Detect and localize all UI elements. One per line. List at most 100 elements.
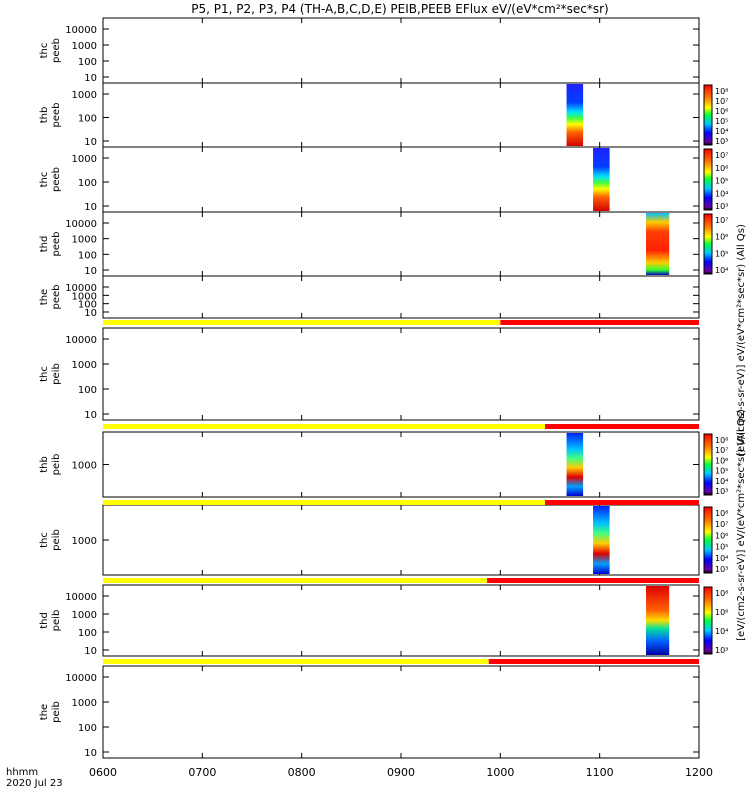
y-tick-label: 1000 bbox=[72, 698, 97, 709]
spectrogram-block bbox=[566, 433, 584, 496]
y-tick-label: 10000 bbox=[65, 283, 97, 294]
panel-probe-label: thc bbox=[39, 532, 50, 548]
mode-bar-fast bbox=[545, 424, 699, 429]
mode-bar-fast bbox=[488, 659, 699, 664]
panel-product-label: peeb bbox=[51, 232, 62, 257]
colorbar bbox=[703, 148, 713, 211]
y-tick-label: 100 bbox=[78, 57, 97, 68]
colorbar-tick-label: 10⁴ bbox=[715, 554, 728, 563]
mode-bar-slow bbox=[103, 578, 488, 583]
colorbar bbox=[703, 586, 713, 655]
y-tick-label: 10 bbox=[84, 646, 97, 657]
mode-bar-fast bbox=[500, 320, 699, 325]
y-tick-label: 100 bbox=[78, 250, 97, 261]
x-axis-label-date: 2020 Jul 23 bbox=[6, 778, 63, 789]
colorbar-tick-label: 10⁴ bbox=[715, 266, 728, 275]
mode-bar-slow bbox=[103, 659, 489, 664]
colorbar-tick-label: 10³ bbox=[715, 202, 728, 211]
panel-probe-label: thc bbox=[39, 172, 50, 188]
panel-frame bbox=[102, 584, 700, 657]
colorbar-tick-label: 10⁵ bbox=[715, 117, 728, 126]
y-tick-label: 1000 bbox=[72, 536, 97, 547]
panel-frame bbox=[102, 211, 700, 277]
y-tick-label: 10000 bbox=[65, 25, 97, 36]
colorbar-tick-label: 10⁴ bbox=[715, 127, 728, 136]
colorbar-tick-label: 10⁷ bbox=[715, 151, 728, 160]
y-tick-label: 1000 bbox=[72, 360, 97, 371]
panel-product-label: peeb bbox=[51, 167, 62, 192]
y-tick-label: 100 bbox=[78, 178, 97, 189]
y-tick-label: 10 bbox=[84, 410, 97, 421]
colorbar-tick-label: 10⁸ bbox=[715, 589, 728, 598]
colorbar-tick-label: 10⁴ bbox=[715, 627, 728, 636]
colorbar-tick-label: 10⁶ bbox=[715, 608, 728, 617]
colorbar-label-electrons: [eV/(cm2-s-sr-eV)] eV/(eV*cm²*sec*sr) (A… bbox=[736, 224, 747, 456]
colorbar-tick-label: 10⁶ bbox=[715, 107, 728, 116]
y-tick-label: 100 bbox=[78, 723, 97, 734]
colorbar-tick-label: 10⁸ bbox=[715, 509, 728, 518]
y-tick-label: 10 bbox=[84, 137, 97, 148]
mode-bar-slow bbox=[103, 500, 546, 505]
panel-probe-label: thd bbox=[39, 236, 50, 253]
x-tick-label: 1000 bbox=[486, 766, 514, 779]
panel-probe-label: thc bbox=[39, 43, 50, 59]
y-tick-label: 10000 bbox=[65, 673, 97, 684]
colorbar bbox=[703, 433, 713, 496]
panel-frame bbox=[102, 17, 700, 84]
x-tick-label: 0800 bbox=[288, 766, 316, 779]
panel-product-label: peeb bbox=[51, 285, 62, 310]
y-tick-label: 1000 bbox=[72, 461, 97, 472]
x-axis-label-hhmm: hhmm bbox=[6, 767, 38, 778]
colorbar-label-ions: [eV/(cm2-s-sr-eV)] eV/(eV*cm²*sec*sr) (A… bbox=[736, 409, 747, 641]
figure-title: P5, P1, P2, P3, P4 (TH-A,B,C,D,E) PEIB,P… bbox=[191, 2, 608, 16]
colorbar-tick-label: 10³ bbox=[715, 646, 728, 655]
panel-thc-peeb: thc peeb 1000 100 10 10⁷ 10⁶ 10⁵ 10⁴ 10³ bbox=[39, 146, 728, 213]
spectrogram-block bbox=[646, 586, 670, 655]
mode-bar-fast bbox=[545, 500, 699, 505]
panel-the-peib: the peib 10000 1000 100 10 bbox=[39, 665, 700, 759]
y-tick-label: 1000 bbox=[72, 41, 97, 52]
y-tick-label: 10 bbox=[84, 266, 97, 277]
panel-product-label: peib bbox=[51, 701, 62, 723]
panel-thc-peib: thc peib 10000 1000 100 10 bbox=[39, 327, 700, 421]
panel-frame bbox=[102, 327, 700, 421]
y-tick-label: 1000 bbox=[72, 610, 97, 621]
panel-product-label: peeb bbox=[51, 103, 62, 128]
panel-product-label: peib bbox=[51, 529, 62, 551]
spectrogram-block bbox=[593, 506, 610, 574]
colorbar-tick-label: 10⁸ bbox=[715, 436, 728, 445]
colorbar-tick-label: 10⁵ bbox=[715, 249, 728, 258]
y-tick-label: 10 bbox=[84, 748, 97, 759]
colorbar-tick-label: 10³ bbox=[715, 137, 728, 146]
x-tick-label: 0900 bbox=[387, 766, 415, 779]
panel-probe-label: thc bbox=[39, 366, 50, 382]
x-tick-label: 0700 bbox=[188, 766, 216, 779]
y-tick-label: 10 bbox=[84, 308, 97, 319]
panel-product-label: peib bbox=[51, 610, 62, 632]
y-tick-label: 10000 bbox=[65, 335, 97, 346]
panel-frame bbox=[102, 665, 700, 759]
y-tick-label: 100 bbox=[78, 385, 97, 396]
y-tick-label: 100 bbox=[78, 114, 97, 125]
y-tick-label: 1000 bbox=[72, 154, 97, 165]
y-tick-label: 10000 bbox=[65, 219, 97, 230]
panel-thc-peib: thc peib 1000 10⁸ 10⁷ 10⁶ 10⁵ 10⁴ 10³ bbox=[39, 504, 728, 576]
y-tick-label: 1000 bbox=[72, 90, 97, 101]
colorbar-tick-label: 10⁵ bbox=[715, 177, 728, 186]
x-tick-label: 1200 bbox=[685, 766, 713, 779]
colorbar-tick-label: 10⁷ bbox=[715, 97, 728, 106]
colorbar-tick-label: 10⁵ bbox=[715, 543, 728, 552]
mode-bar-slow bbox=[103, 424, 546, 429]
spectrogram-block bbox=[646, 213, 670, 275]
colorbar-tick-label: 10⁷ bbox=[715, 216, 728, 225]
panel-product-label: peeb bbox=[51, 38, 62, 63]
colorbar-tick-label: 10⁶ bbox=[715, 233, 728, 242]
colorbar-tick-label: 10⁷ bbox=[715, 446, 728, 455]
spectrogram-block bbox=[593, 148, 610, 211]
y-tick-label: 100 bbox=[78, 628, 97, 639]
colorbar bbox=[703, 506, 713, 574]
